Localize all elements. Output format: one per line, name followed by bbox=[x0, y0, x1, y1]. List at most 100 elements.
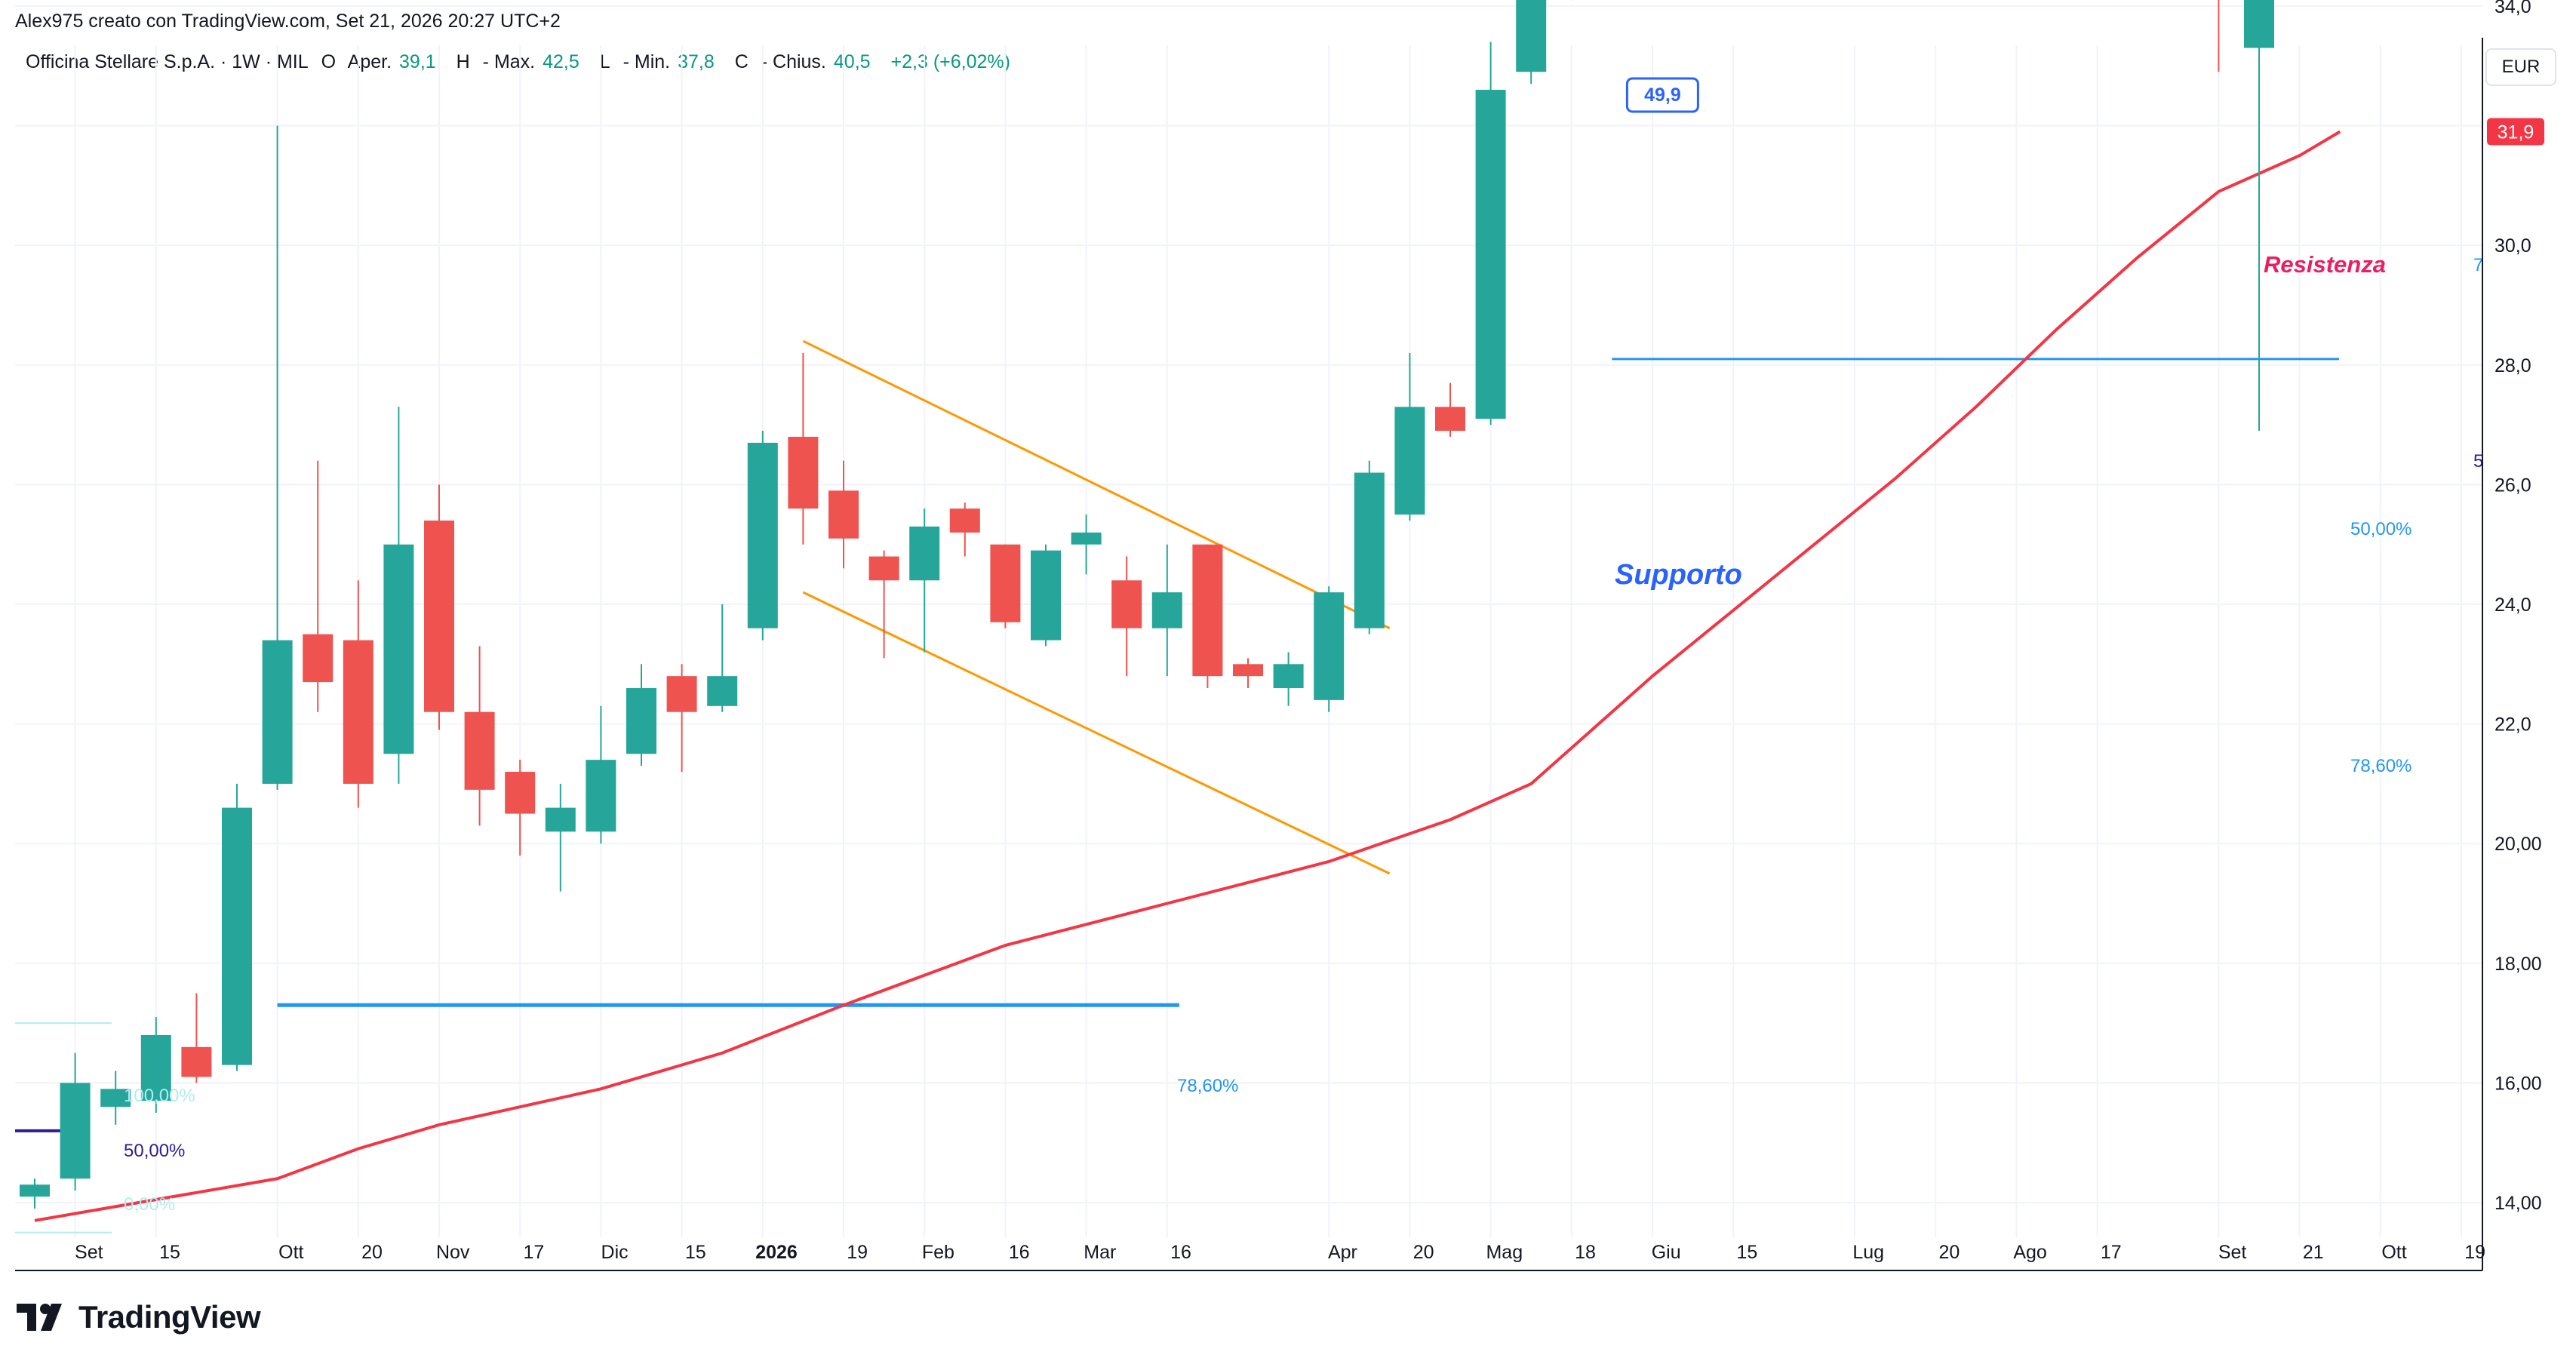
legend-close: C - Chius. 40,5 bbox=[734, 51, 871, 72]
tradingview-logo-text: TradingView bbox=[78, 1299, 261, 1335]
time-tick-label: Set bbox=[2218, 1242, 2247, 1263]
candle-body[interactable] bbox=[990, 544, 1021, 622]
candle-body[interactable] bbox=[586, 760, 616, 832]
time-tick-label: 17 bbox=[523, 1242, 544, 1263]
candle-body[interactable] bbox=[100, 1089, 131, 1108]
candle-body[interactable] bbox=[1273, 664, 1304, 689]
candle-body[interactable] bbox=[424, 520, 454, 712]
fib-786-left-label: 78,60% bbox=[1177, 1076, 1238, 1096]
legend-open: O Aper. 39,1 bbox=[321, 51, 444, 72]
candle-body[interactable] bbox=[2244, 0, 2274, 48]
support-label: Supporto bbox=[1615, 559, 1742, 591]
header-bar: Alex975 creato con TradingView.com, Set … bbox=[0, 0, 2576, 45]
fib-50-label: 50,00% bbox=[2350, 519, 2412, 539]
price-tick-label: 20,00 bbox=[2495, 834, 2542, 855]
candle-body[interactable] bbox=[303, 634, 334, 683]
candle-body[interactable] bbox=[1151, 592, 1182, 628]
candle-body[interactable] bbox=[909, 526, 940, 581]
candle-body[interactable] bbox=[1516, 0, 1547, 72]
currency-selector[interactable]: EUR bbox=[2485, 48, 2556, 86]
fib-50-left-label: 50,00% bbox=[124, 1141, 185, 1161]
resistance-label: Resistenza bbox=[2264, 251, 2386, 278]
candle-body[interactable] bbox=[464, 711, 495, 790]
candle-body[interactable] bbox=[707, 676, 738, 706]
candle-body[interactable] bbox=[868, 556, 899, 581]
candle-body[interactable] bbox=[1435, 407, 1465, 432]
tradingview-logo: TradingView bbox=[17, 1299, 261, 1335]
peak-label-box[interactable] bbox=[1625, 77, 1699, 113]
candle-body[interactable] bbox=[505, 772, 536, 814]
candle-body[interactable] bbox=[626, 688, 656, 754]
candle-body[interactable] bbox=[181, 1046, 212, 1077]
time-tick-label: 19 bbox=[847, 1242, 868, 1263]
price-tick-label: 28,0 bbox=[2495, 355, 2531, 376]
attribution-text: Alex975 creato con TradingView.com, Set … bbox=[15, 11, 561, 32]
time-tick-label: 16 bbox=[1170, 1242, 1191, 1263]
candle-body[interactable] bbox=[1354, 472, 1385, 628]
candle-body[interactable] bbox=[666, 676, 697, 712]
price-tick-label: 26,0 bbox=[2495, 475, 2531, 496]
cut-label-5: 5 bbox=[2473, 451, 2483, 472]
price-label-text: 31,9 bbox=[2498, 122, 2535, 143]
candle-body[interactable] bbox=[222, 807, 252, 1065]
time-tick-label: 20 bbox=[1413, 1242, 1434, 1263]
time-tick-label: 15 bbox=[159, 1242, 180, 1263]
candle-body[interactable] bbox=[545, 807, 576, 832]
candle-body[interactable] bbox=[1394, 407, 1425, 515]
symbol-legend: Officina Stellare S.p.A. · 1W · MIL O Ap… bbox=[26, 51, 1018, 73]
candle-body[interactable] bbox=[20, 1184, 50, 1197]
time-tick-label: 2026 bbox=[755, 1242, 798, 1263]
time-tick-label: 16 bbox=[1009, 1242, 1030, 1263]
candle-body[interactable] bbox=[140, 1034, 171, 1101]
candle-body[interactable] bbox=[1314, 592, 1345, 700]
price-tick-label: 18,00 bbox=[2495, 954, 2542, 975]
candle-body[interactable] bbox=[1071, 532, 1102, 545]
channel-upper-line[interactable] bbox=[802, 339, 1391, 630]
price-tick-label: 22,0 bbox=[2495, 714, 2531, 736]
low-value: 37,8 bbox=[678, 51, 715, 72]
time-tick-label: Mag bbox=[1486, 1242, 1523, 1263]
close-text: Chius. bbox=[773, 51, 826, 72]
candle-body[interactable] bbox=[1233, 664, 1263, 677]
tradingview-logo-icon bbox=[17, 1304, 62, 1331]
open-text: Aper. bbox=[347, 51, 392, 72]
time-tick-label: Apr bbox=[1328, 1242, 1357, 1263]
moving-average-line[interactable] bbox=[34, 130, 2341, 1222]
candle-body[interactable] bbox=[262, 640, 293, 784]
time-tick-label: 15 bbox=[1736, 1242, 1757, 1263]
open-value: 39,1 bbox=[399, 51, 436, 72]
close-label: C bbox=[734, 51, 749, 72]
candle-body[interactable] bbox=[1031, 550, 1061, 641]
time-tick-label: 15 bbox=[685, 1242, 706, 1263]
high-value: 42,5 bbox=[543, 51, 579, 72]
candle-body[interactable] bbox=[1111, 580, 1142, 628]
time-tick-label: Lug bbox=[1852, 1242, 1884, 1263]
price-tick-label: 14,00 bbox=[2495, 1193, 2542, 1214]
time-tick-label: Mar bbox=[1084, 1242, 1116, 1263]
candle-body[interactable] bbox=[828, 490, 859, 539]
time-tick-label: Nov bbox=[436, 1242, 470, 1263]
time-tick-label: Ago bbox=[2013, 1242, 2046, 1263]
candle-body[interactable] bbox=[1475, 90, 1506, 419]
candle-body[interactable] bbox=[949, 508, 980, 533]
candle-body[interactable] bbox=[383, 544, 414, 754]
open-label: O bbox=[321, 51, 337, 72]
symbol-name[interactable]: Officina Stellare S.p.A. · 1W · MIL bbox=[26, 51, 309, 72]
candle-body[interactable] bbox=[60, 1083, 91, 1179]
channel-lower-line[interactable] bbox=[802, 591, 1391, 875]
candle-body[interactable] bbox=[343, 640, 373, 784]
close-value: 40,5 bbox=[833, 51, 871, 72]
time-tick-label: Dic bbox=[601, 1242, 629, 1263]
low-text: Min. bbox=[634, 51, 671, 72]
time-tick-label: 18 bbox=[1575, 1242, 1596, 1263]
change-value: +2,3 (+6,02%) bbox=[890, 51, 1010, 72]
fib-0-label: 0,00% bbox=[124, 1194, 175, 1215]
candle-body[interactable] bbox=[788, 436, 819, 509]
candle-body[interactable] bbox=[747, 442, 778, 628]
time-tick-label: Feb bbox=[922, 1242, 954, 1263]
price-tick-label: 24,0 bbox=[2495, 594, 2531, 616]
price-tick-label: 16,00 bbox=[2495, 1073, 2542, 1094]
candle-body[interactable] bbox=[1192, 544, 1223, 677]
time-tick-label: Set bbox=[75, 1242, 103, 1263]
